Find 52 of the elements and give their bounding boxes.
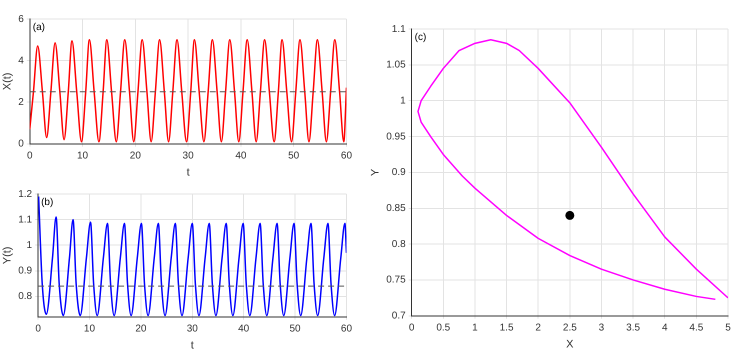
y-tick-label: 0.95 bbox=[386, 131, 406, 142]
y-axis-title: Y bbox=[370, 168, 382, 176]
x-tick-label: 4.5 bbox=[689, 322, 704, 334]
y-tick-label: 1 bbox=[400, 95, 406, 106]
y-tick-label: 0.9 bbox=[18, 266, 33, 276]
line-series bbox=[38, 196, 346, 316]
x-tick-label: 30 bbox=[182, 150, 194, 162]
x-tick-label: 50 bbox=[288, 150, 300, 162]
y-tick-label: 6 bbox=[18, 14, 24, 25]
x-tick-label: 1.5 bbox=[500, 322, 514, 334]
x-axis-title: X bbox=[566, 338, 574, 350]
y-tick-label: 1.1 bbox=[392, 24, 406, 35]
x-tick-label: 10 bbox=[76, 150, 89, 162]
x-tick-label: 4 bbox=[662, 322, 668, 334]
x-tick-label: 20 bbox=[135, 324, 147, 335]
y-tick-label: 0.8 bbox=[18, 291, 33, 302]
y-tick-label: 1.05 bbox=[386, 60, 406, 71]
y-tick-label: 1.2 bbox=[18, 188, 33, 200]
x-tick-label: 1 bbox=[472, 322, 478, 334]
x-tick-label: 60 bbox=[340, 150, 352, 162]
y-axis-title: X(t) bbox=[2, 72, 14, 90]
y-tick-label: 1.1 bbox=[18, 214, 33, 226]
x-tick-label: 0 bbox=[408, 322, 415, 334]
y-tick-label: 0.7 bbox=[392, 310, 406, 322]
y-tick-label: 0.85 bbox=[386, 203, 406, 214]
annotation: (c) bbox=[414, 32, 426, 43]
x-tick-label: 40 bbox=[238, 324, 250, 335]
y-tick-label: 0.75 bbox=[386, 274, 406, 286]
y-tick-label: 2 bbox=[18, 96, 24, 108]
y-tick-label: 0 bbox=[18, 138, 24, 150]
y-tick-label: 4 bbox=[18, 55, 24, 66]
annotation: (a) bbox=[32, 22, 45, 33]
x-tick-label: 0 bbox=[35, 324, 42, 335]
x-tick-label: 60 bbox=[340, 324, 352, 335]
x-axis-title: t bbox=[186, 166, 190, 178]
x-tick-label: 3.5 bbox=[626, 322, 640, 334]
y-tick-label: 1 bbox=[26, 240, 33, 251]
x-axis-title: t bbox=[190, 339, 194, 352]
y-tick-label: 0.8 bbox=[392, 238, 406, 250]
x-tick-label: 10 bbox=[84, 324, 96, 335]
x-tick-label: 0.5 bbox=[436, 322, 451, 334]
x-tick-label: 5 bbox=[725, 322, 732, 334]
x-tick-label: 50 bbox=[289, 324, 302, 335]
y-axis-title: Y(t) bbox=[2, 246, 14, 264]
x-tick-label: 2.5 bbox=[562, 322, 578, 334]
annotation: (b) bbox=[41, 196, 54, 208]
x-tick-label: 20 bbox=[130, 150, 142, 162]
x-tick-label: 40 bbox=[235, 150, 247, 162]
x-tick-label: 30 bbox=[186, 324, 198, 335]
x-tick-label: 2 bbox=[535, 322, 542, 334]
y-tick-label: 0.9 bbox=[392, 167, 406, 178]
x-tick-label: 3 bbox=[598, 322, 605, 334]
